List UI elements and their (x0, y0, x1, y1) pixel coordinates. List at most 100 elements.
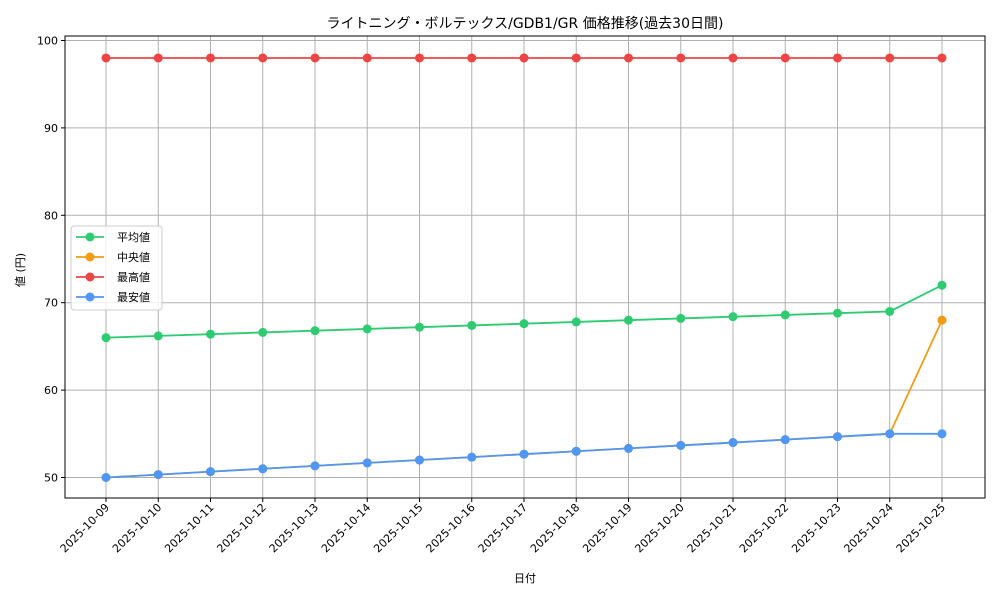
data-point (101, 53, 111, 63)
data-point (206, 329, 215, 339)
data-point (153, 331, 163, 341)
legend-item: 中央値 (76, 251, 150, 264)
legend-marker-icon (85, 252, 95, 262)
y-tick-label: 80 (44, 209, 58, 222)
legend-marker-icon (85, 232, 95, 242)
data-point (258, 53, 268, 63)
x-tick-label: 2025-10-18 (528, 501, 582, 555)
y-tick-label: 50 (44, 472, 58, 485)
legend-marker-icon (85, 292, 95, 302)
x-tick-label: 2025-10-22 (737, 501, 791, 555)
data-point (937, 429, 947, 439)
data-point (571, 317, 581, 327)
axes-frame (64, 35, 986, 499)
legend-item: 最安値 (76, 290, 150, 304)
data-point (415, 455, 424, 465)
x-tick-label: 2025-10-19 (580, 501, 634, 555)
data-point (362, 324, 372, 334)
data-point (885, 429, 895, 439)
data-point (467, 320, 477, 330)
y-tick-label: 70 (44, 297, 58, 310)
x-tick-label: 2025-10-17 (476, 501, 530, 555)
legend-label: 平均値 (117, 231, 150, 244)
x-axis-ticks: 2025-10-092025-10-102025-10-112025-10-12… (58, 498, 948, 555)
data-point (780, 53, 790, 63)
legend-marker-icon (85, 272, 95, 282)
x-tick-label: 2025-10-20 (632, 501, 686, 555)
data-point (571, 446, 581, 456)
data-point (937, 280, 947, 290)
data-point (624, 53, 633, 63)
x-tick-label: 2025-10-13 (267, 501, 321, 555)
data-point (780, 435, 790, 445)
x-tick-label: 2025-10-12 (214, 501, 268, 555)
series-最安値 (101, 429, 947, 482)
data-point (362, 53, 372, 63)
data-point (310, 461, 320, 471)
data-point (101, 333, 111, 343)
data-point (937, 53, 947, 63)
data-point (937, 315, 947, 325)
data-point (467, 452, 477, 462)
legend-item: 平均値 (76, 231, 150, 244)
data-point (728, 53, 738, 63)
data-point (571, 53, 581, 63)
data-point (467, 53, 477, 63)
data-point (519, 53, 529, 63)
data-point (310, 53, 320, 63)
legend-label: 最安値 (117, 290, 150, 304)
x-tick-label: 2025-10-09 (58, 501, 112, 555)
x-tick-label: 2025-10-15 (371, 501, 425, 555)
data-point (153, 53, 163, 63)
data-point (676, 313, 686, 323)
x-tick-label: 2025-10-25 (894, 501, 948, 555)
y-tick-label: 100 (37, 35, 58, 48)
data-point (415, 53, 424, 63)
x-tick-label: 2025-10-10 (110, 501, 164, 555)
y-axis-label: 値 (円) (14, 253, 27, 287)
data-point (206, 53, 215, 63)
data-point (101, 473, 111, 482)
legend-label: 最高値 (117, 270, 150, 284)
data-point (624, 443, 633, 453)
data-point (206, 467, 215, 477)
grid-lines (65, 36, 985, 498)
x-tick-label: 2025-10-21 (685, 501, 739, 555)
legend-item: 最高値 (76, 270, 150, 284)
x-tick-label: 2025-10-24 (841, 501, 895, 555)
x-tick-label: 2025-10-16 (423, 501, 477, 555)
data-point (885, 53, 895, 63)
x-tick-label: 2025-10-23 (789, 501, 843, 555)
y-tick-label: 90 (44, 122, 58, 135)
y-axis-ticks: 50 60 70 80 90 100 (37, 35, 65, 485)
data-point (258, 464, 268, 474)
data-point (728, 312, 738, 322)
data-point (519, 449, 529, 459)
legend-label: 中央値 (117, 251, 150, 264)
data-point (833, 308, 842, 318)
x-axis-label: 日付 (514, 572, 536, 585)
data-point (310, 326, 320, 336)
series-平均値 (101, 280, 947, 343)
y-tick-label: 60 (44, 384, 58, 397)
data-point (833, 432, 842, 442)
data-point (728, 438, 738, 448)
data-point (780, 310, 790, 320)
data-point (676, 53, 686, 63)
series-lines (101, 53, 947, 482)
data-point (624, 315, 633, 325)
data-point (519, 319, 529, 329)
data-point (258, 327, 268, 337)
data-point (676, 440, 686, 450)
data-point (153, 470, 163, 480)
data-point (833, 53, 842, 63)
data-point (415, 322, 424, 332)
chart-title: ライトニング・ボルテックス/GDB1/GR 価格推移(過去30日間) (327, 16, 724, 32)
legend-box (70, 225, 163, 311)
data-point (362, 458, 372, 468)
x-tick-label: 2025-10-14 (319, 501, 373, 555)
series-最高値 (101, 53, 947, 63)
data-point (885, 306, 895, 316)
